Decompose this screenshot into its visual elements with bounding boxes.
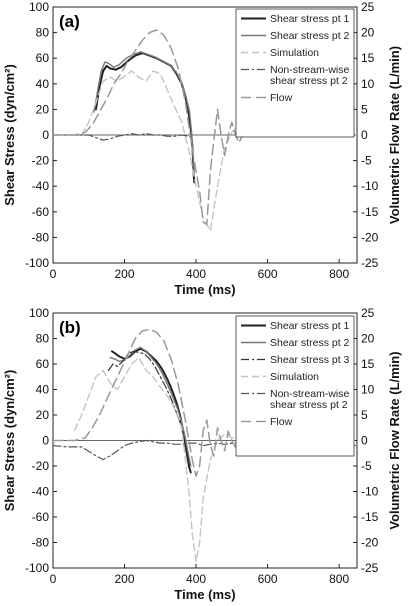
x-tick-label: 600 (258, 267, 278, 281)
legend: Shear stress pt 1 Shear stress pt 2 Simula… (235, 8, 355, 138)
legend-entry: Non-stream-wise (270, 64, 350, 76)
y-left-tick-label: -60 (32, 510, 50, 524)
panel-label: (a) (59, 12, 80, 31)
y-right-tick-label: 20 (361, 26, 375, 40)
y-left-tick-label: -20 (32, 154, 50, 168)
legend-entry: shear stress pt 2 (270, 399, 348, 411)
y-right-tick-label: 25 (361, 0, 375, 14)
y-right-tick-label: -20 (361, 230, 379, 244)
y-left-tick-label: 20 (36, 102, 50, 116)
series-line-shear-stress-pt-2 (93, 51, 195, 168)
x-tick-label: 200 (115, 267, 135, 281)
y-left-tick-label: -100 (25, 256, 49, 270)
legend-box (235, 8, 355, 138)
x-tick-label: 400 (186, 572, 206, 586)
chart-panel-b: -100-80-60-40-20020406080100-25-20-15-10… (2, 306, 402, 602)
y-right-tick-label: 0 (361, 128, 368, 142)
y-left-tick-label: 0 (42, 128, 49, 142)
y-left-tick-label: 100 (29, 0, 49, 14)
series-line-flow (53, 328, 357, 477)
x-tick-label: 0 (50, 572, 57, 586)
y-right-tick-label: 15 (361, 51, 375, 65)
y-right-tick-label: -15 (361, 205, 379, 219)
legend-entry: Simulation (270, 371, 319, 383)
y-left-axis-label: Shear Stress (dyn/cm²) (2, 370, 17, 512)
y-right-axis-label: Volumetric Flow Rate (L/min) (387, 351, 402, 529)
y-right-tick-label: -10 (361, 485, 379, 499)
y-left-tick-label: -100 (25, 561, 49, 575)
y-right-tick-label: 5 (361, 102, 368, 116)
x-tick-label: 800 (329, 267, 349, 281)
y-left-tick-label: 80 (36, 332, 50, 346)
y-right-tick-label: -25 (361, 561, 379, 575)
y-right-tick-label: -25 (361, 256, 379, 270)
chart-panel-a: -100-80-60-40-20020406080100-25-20-15-10… (2, 0, 402, 297)
y-left-tick-label: -20 (32, 459, 50, 473)
x-tick-label: 800 (329, 572, 349, 586)
legend-entry: Shear stress pt 1 (270, 13, 350, 25)
y-right-tick-label: 10 (361, 383, 375, 397)
y-left-tick-label: 60 (36, 357, 50, 371)
x-tick-label: 600 (258, 572, 278, 586)
y-left-tick-label: 60 (36, 51, 50, 65)
x-axis-label: Time (ms) (174, 282, 235, 297)
y-right-tick-label: -5 (361, 154, 372, 168)
y-right-tick-label: 25 (361, 306, 375, 320)
panel-label: (b) (59, 318, 81, 337)
y-left-tick-label: 80 (36, 26, 50, 40)
legend-entry: Flow (270, 416, 293, 428)
y-left-tick-label: 0 (42, 434, 49, 448)
y-right-tick-label: -20 (361, 536, 379, 550)
legend-entry: Non-stream-wise (270, 388, 350, 400)
legend: Shear stress pt 1 Shear stress pt 2 Shear … (235, 315, 355, 457)
y-right-tick-label: 15 (361, 357, 375, 371)
y-left-axis-label: Shear Stress (dyn/cm²) (2, 64, 17, 206)
legend-entry: Shear stress pt 2 (270, 337, 350, 349)
y-left-tick-label: -80 (32, 536, 50, 550)
x-axis-label: Time (ms) (174, 587, 235, 602)
y-left-tick-label: 100 (29, 306, 49, 320)
legend-entry: Flow (270, 92, 293, 104)
x-tick-label: 400 (186, 267, 206, 281)
y-right-tick-label: -15 (361, 510, 379, 524)
legend-entry: Simulation (270, 47, 319, 59)
y-left-tick-label: -40 (32, 179, 50, 193)
y-left-tick-label: -60 (32, 205, 50, 219)
y-left-tick-label: -40 (32, 485, 50, 499)
y-left-tick-label: 40 (36, 77, 50, 91)
legend-entry: shear stress pt 2 (270, 75, 348, 87)
y-right-tick-label: 20 (361, 332, 375, 346)
y-right-tick-label: -10 (361, 179, 379, 193)
y-right-tick-label: -5 (361, 459, 372, 473)
legend-entry: Shear stress pt 1 (270, 320, 350, 332)
legend-entry: Shear stress pt 2 (270, 30, 350, 42)
y-right-tick-label: 0 (361, 434, 368, 448)
x-tick-label: 0 (50, 267, 57, 281)
y-right-axis-label: Volumetric Flow Rate (L/min) (387, 46, 402, 224)
series-line-non-stream-wise-shear-stress-pt-2 (53, 133, 195, 141)
y-right-tick-label: 10 (361, 77, 375, 91)
legend-box (235, 315, 355, 457)
legend-entry: Shear stress pt 3 (270, 354, 350, 366)
y-left-tick-label: 20 (36, 408, 50, 422)
y-left-tick-label: 40 (36, 383, 50, 397)
x-tick-label: 200 (115, 572, 135, 586)
y-left-tick-label: -80 (32, 230, 50, 244)
y-right-tick-label: 5 (361, 408, 368, 422)
